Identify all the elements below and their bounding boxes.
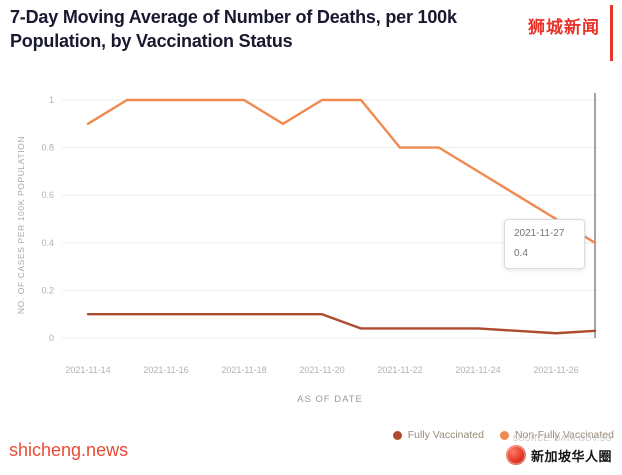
footer-site-watermark: shicheng.news (9, 440, 129, 460)
x-tick-label: 2021-11-20 (299, 365, 344, 375)
footer-community: 新加坡华人圈 (505, 445, 612, 465)
tooltip: 2021-11-27 0.4 (504, 219, 585, 269)
community-logo-icon (505, 445, 526, 465)
community-name: 新加坡华人圈 (530, 448, 612, 464)
tooltip-value: 0.4 (514, 248, 528, 259)
tooltip-date: 2021-11-27 (514, 228, 565, 239)
chart-title: 7-Day Moving Average of Number of Deaths… (10, 7, 457, 52)
y-tick-label: 1 (49, 95, 54, 105)
legend: Fully Vaccinated Non-Fully Vaccinated (392, 429, 614, 441)
legend-item-non-fully-vaccinated[interactable]: Non-Fully Vaccinated (499, 429, 614, 441)
y-tick-label: 0.6 (41, 190, 54, 200)
x-tick-label: 2021-11-16 (143, 365, 188, 375)
source-attribution: SOURCE: DATA.GOV.SG (512, 434, 612, 443)
legend-dot-non-fully-vaccinated-icon (499, 430, 509, 440)
legend-label-fully-vaccinated: Fully Vaccinated (407, 429, 484, 441)
legend-dot-fully-vaccinated-icon (392, 430, 402, 440)
x-axis-label: AS OF DATE (297, 394, 363, 405)
series-line-non-fully-vaccinated (86, 98, 597, 245)
legend-label-non-fully-vaccinated: Non-Fully Vaccinated (514, 429, 614, 441)
x-tick-label: 2021-11-22 (377, 365, 422, 375)
x-tick-label: 2021-11-24 (455, 365, 500, 375)
watermark-text: 狮城新闻 (528, 18, 600, 37)
legend-item-fully-vaccinated[interactable]: Fully Vaccinated (392, 429, 484, 441)
watermark-bar (610, 5, 613, 61)
chart-plot: 0 0.2 0.4 0.6 0.8 1 2021-11-14 2021-11-16 2021-1… (41, 93, 598, 375)
x-tick-label: 2021-11-14 (65, 365, 110, 375)
x-tick-label: 2021-11-26 (533, 365, 578, 375)
y-tick-label: 0.4 (41, 238, 54, 248)
y-tick-label: 0.2 (41, 285, 54, 295)
y-tick-label: 0 (49, 333, 54, 343)
y-axis-label: NO. OF CASES PER 100K POPULATION (16, 135, 26, 315)
y-tick-label: 0.8 (41, 143, 54, 153)
series-line-fully-vaccinated (86, 312, 597, 335)
x-tick-label: 2021-11-18 (221, 365, 266, 375)
